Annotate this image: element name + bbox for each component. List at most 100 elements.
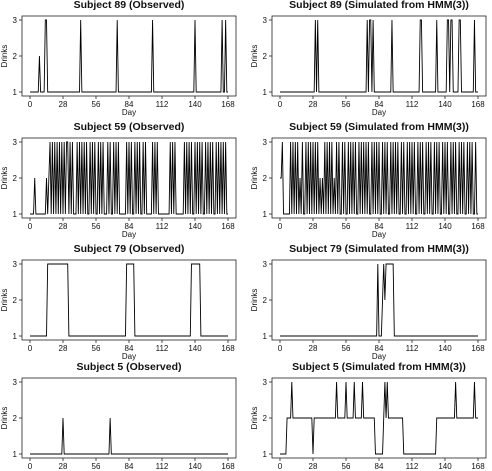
- plot-frame: [21, 259, 237, 341]
- y-tick-label: 2: [263, 174, 268, 183]
- x-tick-label: 0: [28, 344, 33, 353]
- y-tick-label: 3: [13, 378, 18, 387]
- y-tick-label: 3: [263, 138, 268, 147]
- panel-title: Subject 79 (Simulated from HMM(3)): [289, 243, 469, 255]
- y-axis-label: Drinks: [250, 45, 259, 68]
- series-line: [280, 263, 478, 337]
- y-tick-label: 3: [13, 260, 18, 269]
- y-tick-label: 3: [263, 260, 268, 269]
- panel-2: Subject 89 (Simulated from HMM(3)) 1 2 3 0 28…: [250, 0, 487, 117]
- x-tick-label: 168: [221, 462, 235, 471]
- panel-6: Subject 79 (Simulated from HMM(3)) 1 2 3 0 28…: [250, 243, 487, 361]
- x-tick-label: 140: [438, 100, 452, 109]
- x-tick-label: 28: [309, 344, 318, 353]
- x-tick-label: 84: [375, 222, 384, 231]
- x-axis-label: Day: [122, 230, 136, 239]
- x-tick-label: 140: [438, 462, 452, 471]
- panel-5: Subject 79 (Observed) 1 2 3 0 28 56 84 112 140 168…: [0, 243, 237, 361]
- y-tick-label: 3: [263, 378, 268, 387]
- panel-title: Subject 59 (Observed): [74, 121, 185, 133]
- x-tick-label: 112: [406, 222, 419, 231]
- y-tick-label: 2: [263, 52, 268, 61]
- x-axis-label: Day: [122, 108, 136, 117]
- series-line: [280, 19, 478, 93]
- x-tick-label: 112: [156, 462, 169, 471]
- plot-frame: [21, 377, 237, 459]
- panel-title: Subject 5 (Observed): [76, 361, 181, 373]
- panel-title: Subject 89 (Simulated from HMM(3)): [289, 0, 469, 11]
- series-line: [280, 141, 478, 215]
- series-line: [30, 141, 228, 215]
- x-tick-label: 56: [342, 462, 351, 471]
- y-tick-label: 1: [263, 332, 268, 341]
- y-tick-label: 3: [263, 16, 268, 25]
- y-tick-label: 2: [263, 296, 268, 305]
- x-tick-label: 84: [125, 462, 134, 471]
- x-tick-label: 0: [278, 344, 283, 353]
- x-tick-label: 84: [375, 462, 384, 471]
- plot-frame: [271, 15, 487, 97]
- y-tick-label: 2: [13, 174, 18, 183]
- x-tick-label: 140: [188, 462, 202, 471]
- x-tick-label: 56: [92, 462, 101, 471]
- x-axis-label: Day: [122, 352, 136, 361]
- y-tick-label: 1: [13, 88, 18, 97]
- y-tick-label: 1: [263, 88, 268, 97]
- x-tick-label: 168: [221, 100, 235, 109]
- x-tick-label: 56: [92, 100, 101, 109]
- x-tick-label: 28: [309, 462, 318, 471]
- x-tick-label: 112: [156, 344, 169, 353]
- x-tick-label: 84: [125, 100, 134, 109]
- x-tick-label: 56: [92, 344, 101, 353]
- x-tick-label: 56: [342, 222, 351, 231]
- series-line: [30, 417, 228, 455]
- panel-4: Subject 59 (Simulated from HMM(3)) 1 2 3 0 28…: [250, 121, 487, 239]
- series-line: [280, 381, 478, 455]
- x-tick-label: 168: [471, 100, 485, 109]
- panel-7: Subject 5 (Observed) 1 2 3 0 28 56 84 112 140 168 D…: [0, 361, 237, 471]
- x-axis-label: Day: [372, 352, 386, 361]
- x-tick-label: 0: [278, 222, 283, 231]
- x-tick-label: 56: [342, 344, 351, 353]
- x-tick-label: 140: [438, 344, 452, 353]
- x-tick-label: 56: [92, 222, 101, 231]
- y-tick-label: 3: [13, 16, 18, 25]
- x-tick-label: 84: [125, 344, 134, 353]
- x-tick-label: 0: [278, 100, 283, 109]
- x-tick-label: 28: [59, 100, 68, 109]
- x-tick-label: 168: [471, 462, 485, 471]
- series-line: [30, 19, 228, 93]
- x-tick-label: 112: [156, 222, 169, 231]
- x-tick-label: 28: [309, 222, 318, 231]
- x-tick-label: 84: [375, 344, 384, 353]
- x-tick-label: 168: [471, 344, 485, 353]
- x-axis-label: Day: [372, 230, 386, 239]
- y-axis-label: Drinks: [250, 167, 259, 190]
- x-tick-label: 28: [59, 222, 68, 231]
- x-tick-label: 0: [278, 462, 283, 471]
- x-tick-label: 112: [156, 100, 169, 109]
- x-tick-label: 140: [188, 222, 202, 231]
- plot-frame: [21, 15, 237, 97]
- x-tick-label: 84: [125, 222, 134, 231]
- x-tick-label: 168: [221, 344, 235, 353]
- y-tick-label: 2: [263, 414, 268, 423]
- x-tick-label: 140: [188, 100, 202, 109]
- x-tick-label: 168: [221, 222, 235, 231]
- panel-3: Subject 59 (Observed) 1 2 3 0 28 56 84 112 140 168…: [0, 121, 237, 239]
- x-axis-label: Day: [372, 108, 386, 117]
- panel-title: Subject 5 (Simulated from HMM(3)): [292, 361, 466, 373]
- y-axis-label: Drinks: [0, 289, 9, 312]
- x-tick-label: 28: [59, 344, 68, 353]
- y-tick-label: 1: [263, 210, 268, 219]
- x-tick-label: 112: [406, 100, 419, 109]
- x-tick-label: 112: [406, 344, 419, 353]
- y-axis-label: Drinks: [0, 407, 9, 430]
- x-tick-label: 0: [28, 462, 33, 471]
- panel-title: Subject 89 (Observed): [74, 0, 185, 11]
- y-axis-label: Drinks: [250, 407, 259, 430]
- y-axis-label: Drinks: [250, 289, 259, 312]
- x-tick-label: 140: [438, 222, 452, 231]
- y-axis-label: Drinks: [0, 167, 9, 190]
